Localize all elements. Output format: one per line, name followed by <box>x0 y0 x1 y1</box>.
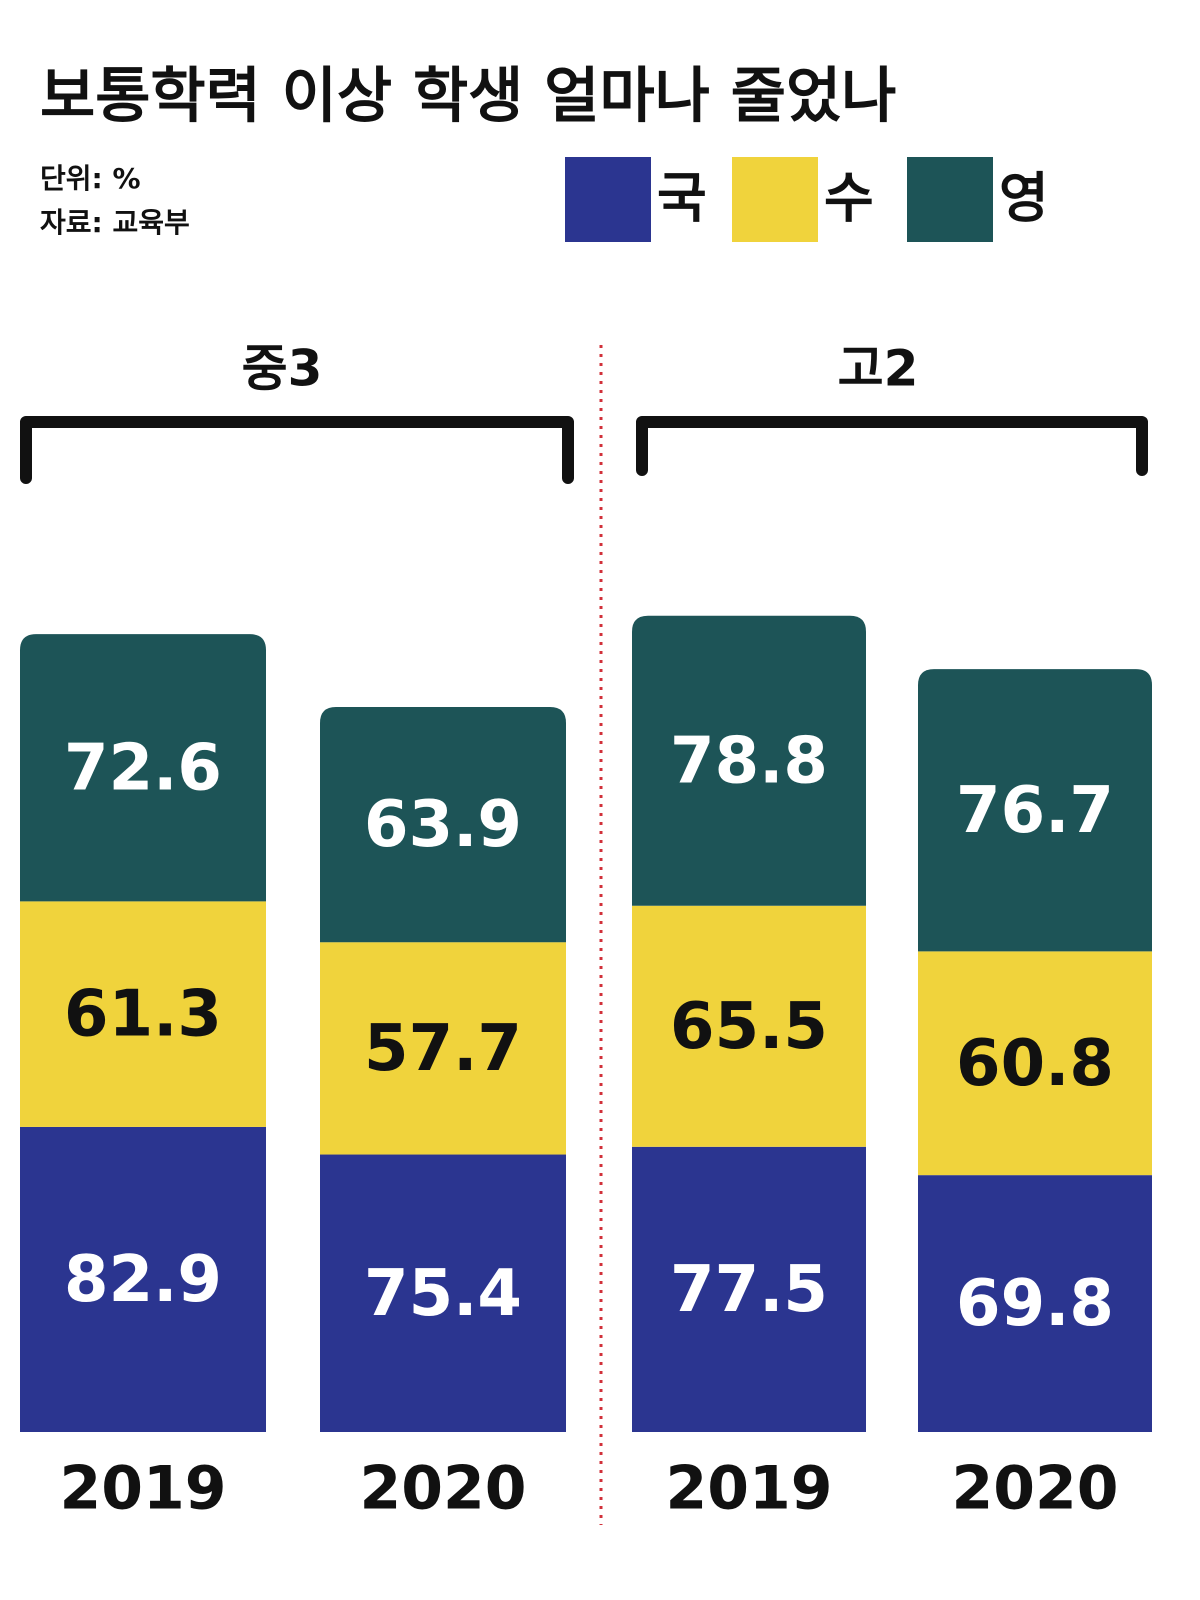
bar-segment <box>20 901 266 1127</box>
group-bracket <box>20 416 574 484</box>
bar-segment <box>918 1175 1152 1432</box>
bar-segment <box>918 951 1152 1176</box>
value-label: 77.5 <box>670 1253 828 1327</box>
legend-label: 국 <box>657 167 707 230</box>
x-tick-label: 2019 <box>60 1454 227 1524</box>
bar-segment <box>320 942 566 1155</box>
legend-label: 영 <box>999 167 1049 230</box>
bar-segment <box>320 707 566 943</box>
unit-note: 단위: % <box>40 162 141 195</box>
chart-title: 보통학력 이상 학생 얼마나 줄었나 <box>40 62 896 132</box>
value-label: 69.8 <box>956 1267 1114 1341</box>
value-label: 82.9 <box>64 1243 222 1317</box>
value-label: 76.7 <box>956 774 1114 848</box>
value-label: 78.8 <box>670 724 828 798</box>
x-tick-label: 2020 <box>360 1454 527 1524</box>
x-tick-label: 2020 <box>952 1454 1119 1524</box>
value-label: 72.6 <box>64 731 222 805</box>
value-label: 65.5 <box>670 990 828 1064</box>
value-label: 63.9 <box>364 788 522 862</box>
value-label: 60.8 <box>956 1027 1114 1101</box>
bar-segment <box>632 905 866 1147</box>
group-label: 고2 <box>838 340 919 398</box>
group-bracket <box>636 416 1148 476</box>
group-label: 중3 <box>242 340 323 398</box>
source-note: 자료: 교육부 <box>40 206 190 239</box>
legend-label: 수 <box>824 167 874 230</box>
bar-segment <box>320 1154 566 1432</box>
value-label: 61.3 <box>64 978 222 1052</box>
bar-segment <box>20 1126 266 1432</box>
x-tick-label: 2019 <box>666 1454 833 1524</box>
legend-swatch <box>565 157 651 242</box>
legend-swatch <box>732 157 818 242</box>
value-label: 57.7 <box>364 1012 522 1086</box>
bar-segment <box>918 669 1152 952</box>
bar-segment <box>20 634 266 902</box>
legend-swatch <box>907 157 993 242</box>
bar-segment <box>632 615 866 906</box>
bar-segment <box>632 1146 866 1432</box>
value-label: 75.4 <box>364 1257 522 1331</box>
